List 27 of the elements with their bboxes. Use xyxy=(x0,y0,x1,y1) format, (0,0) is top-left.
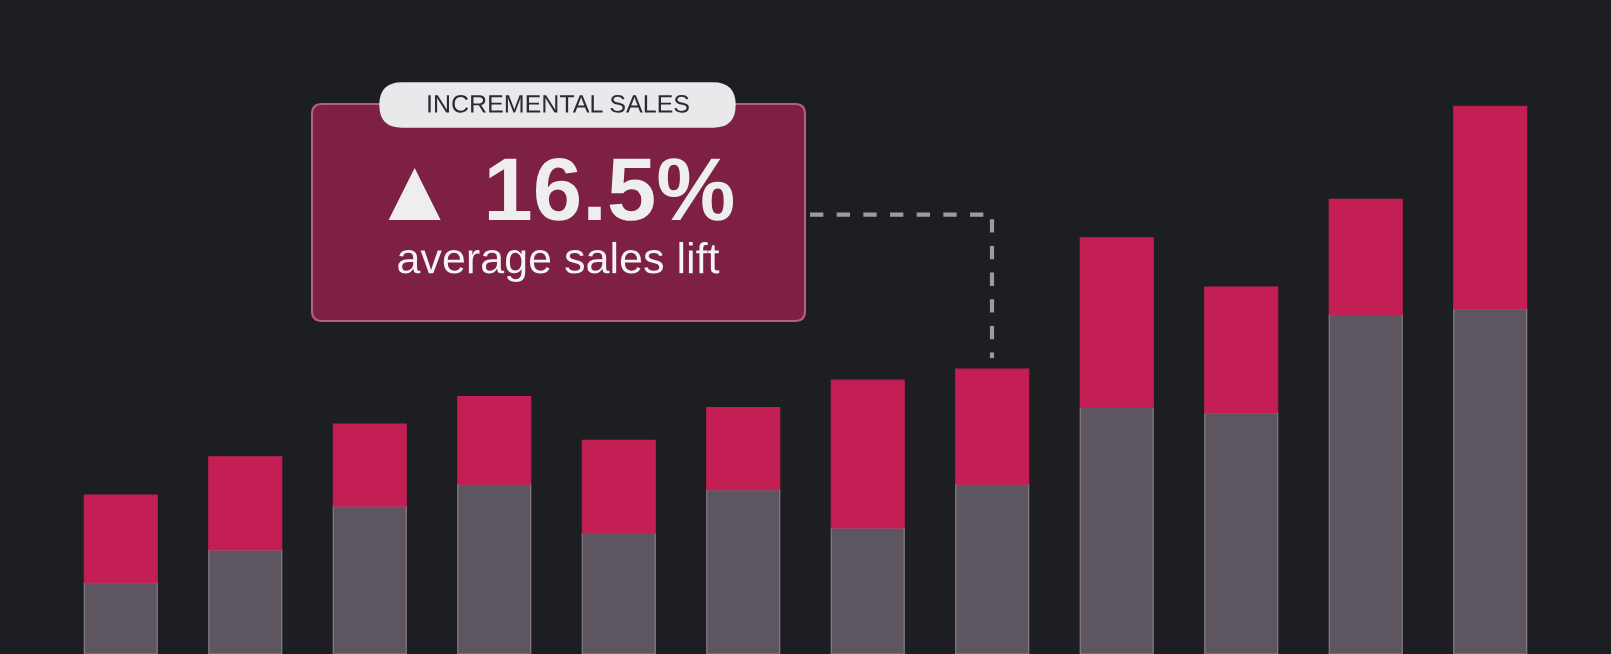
bar xyxy=(955,483,1030,654)
annotation: INCREMENTAL SALES xyxy=(428,95,689,113)
bar xyxy=(1079,406,1154,654)
bar xyxy=(332,505,407,654)
annotation: average sales lift xyxy=(398,241,720,283)
bar xyxy=(706,489,781,654)
bar xyxy=(208,456,283,551)
bar xyxy=(1453,105,1528,310)
bar xyxy=(1204,412,1279,654)
bar xyxy=(955,368,1030,485)
bar xyxy=(1079,237,1154,409)
bar xyxy=(83,582,158,654)
bar xyxy=(1328,198,1403,315)
bar xyxy=(581,439,656,535)
bar xyxy=(1328,313,1403,654)
bar xyxy=(332,423,407,507)
annotation: ▲ 16.5% xyxy=(388,157,734,221)
bar xyxy=(457,396,532,485)
bar xyxy=(830,379,905,529)
bar xyxy=(706,406,781,491)
bar xyxy=(208,549,283,654)
bar xyxy=(83,494,158,584)
bar xyxy=(1204,286,1279,414)
bar xyxy=(1453,308,1528,654)
bar xyxy=(581,532,656,654)
bar xyxy=(457,483,532,654)
bar xyxy=(830,527,905,654)
